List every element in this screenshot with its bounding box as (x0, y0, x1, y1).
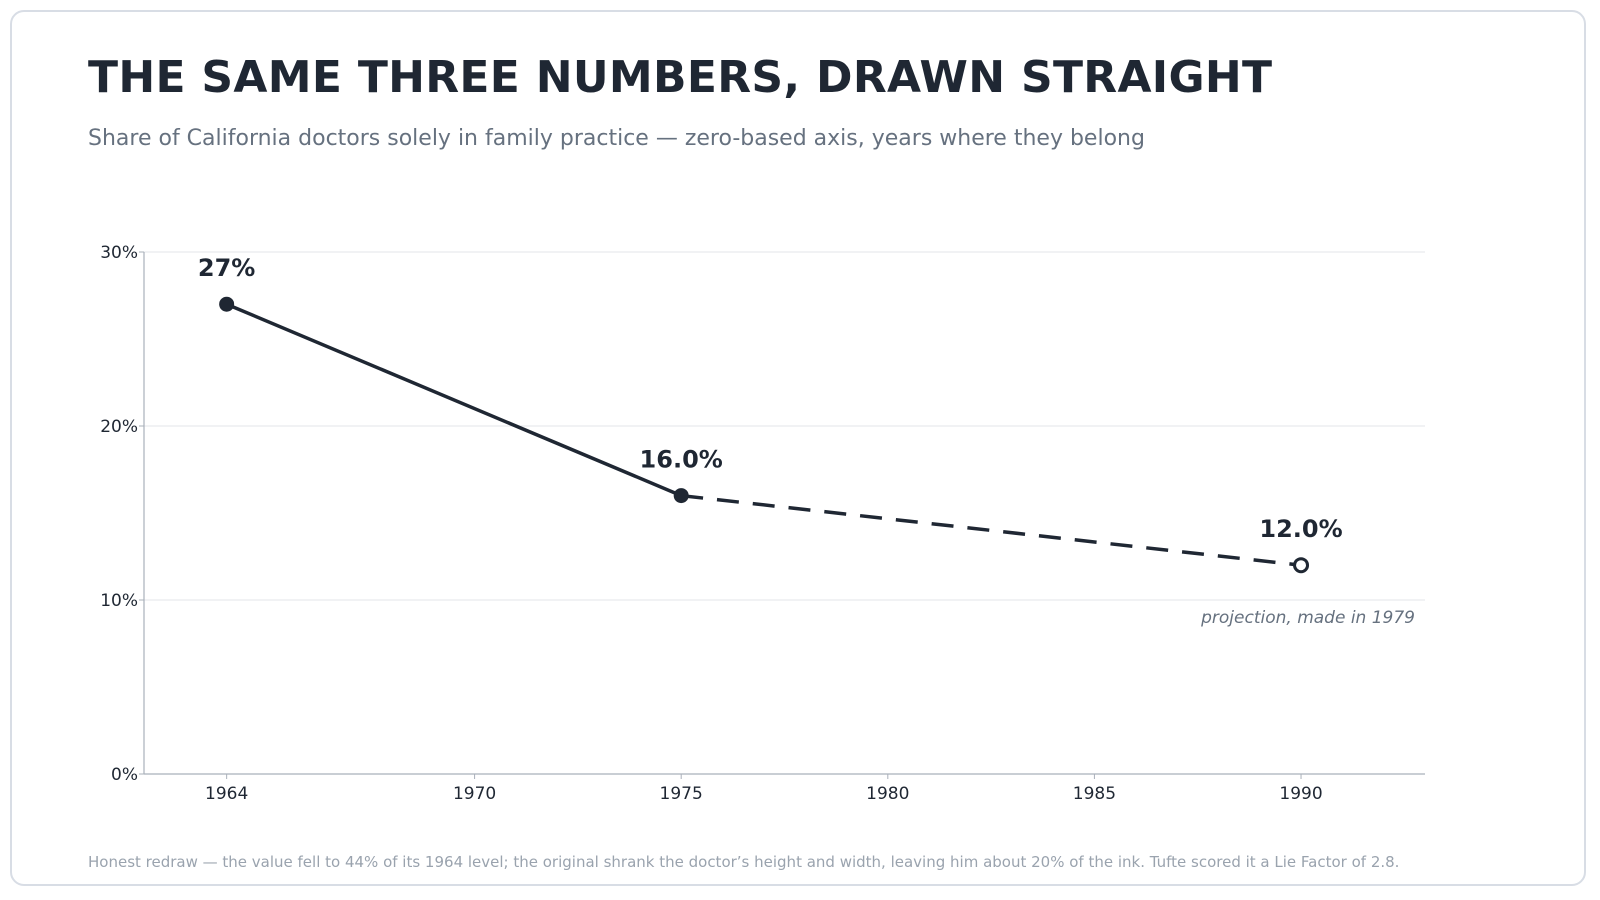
x-tick-label: 1975 (660, 784, 703, 804)
chart-title: THE SAME THREE NUMBERS, DRAWN STRAIGHT (88, 52, 1273, 103)
projection-line-segment (680, 493, 1302, 567)
y-tick-label: 20% (100, 417, 138, 437)
data-label-1975: 16.0% (640, 446, 723, 474)
x-tick-label: 1990 (1279, 784, 1322, 804)
y-tick-label: 30% (100, 243, 138, 263)
y-tick-label: 0% (111, 765, 138, 785)
x-tick-label: 1964 (205, 784, 248, 804)
footnote: Honest redraw — the value fell to 44% of… (88, 853, 1400, 871)
data-point-projection-1990 (1293, 557, 1310, 574)
y-tick-label: 10% (100, 591, 138, 611)
data-point-1964 (219, 296, 235, 312)
actual-line-segment (225, 302, 682, 498)
axes: 0% 10% 20% 30% 1964 1970 1975 1980 1985 1990 (100, 243, 1425, 804)
series-lines (225, 302, 1302, 567)
chart-card (10, 10, 1586, 886)
gridlines (144, 251, 1425, 601)
data-label-1990: 12.0% (1259, 515, 1342, 543)
data-label-1964: 27% (198, 254, 255, 282)
data-points (219, 296, 1310, 574)
projection-annotation: projection, made in 1979 (1200, 608, 1415, 628)
data-point-1975 (673, 488, 689, 504)
x-tick-label: 1985 (1073, 784, 1116, 804)
x-tick-label: 1980 (866, 784, 909, 804)
chart-subtitle: Share of California doctors solely in fa… (88, 126, 1145, 151)
x-tick-label: 1970 (453, 784, 496, 804)
data-labels: 27% 16.0% 12.0% projection, made in 1979 (198, 254, 1415, 628)
